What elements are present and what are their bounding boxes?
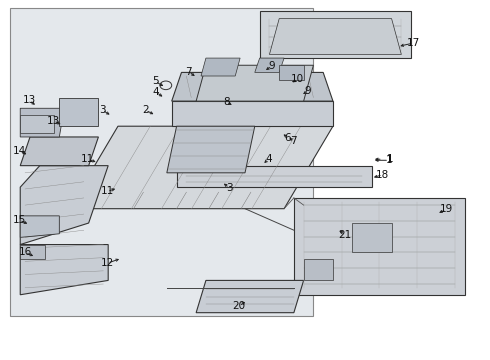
Polygon shape bbox=[20, 116, 54, 134]
FancyBboxPatch shape bbox=[10, 8, 314, 316]
Polygon shape bbox=[255, 58, 284, 72]
Text: 14: 14 bbox=[13, 145, 26, 156]
Text: 16: 16 bbox=[19, 247, 32, 257]
Text: 7: 7 bbox=[291, 136, 297, 146]
Polygon shape bbox=[201, 58, 240, 76]
Text: 11: 11 bbox=[100, 186, 114, 197]
Polygon shape bbox=[172, 101, 333, 126]
Text: 1: 1 bbox=[387, 154, 393, 164]
Text: 20: 20 bbox=[233, 301, 245, 311]
Text: 10: 10 bbox=[291, 74, 304, 84]
Polygon shape bbox=[167, 126, 255, 173]
Polygon shape bbox=[69, 126, 333, 209]
Polygon shape bbox=[196, 280, 304, 313]
Polygon shape bbox=[294, 198, 465, 295]
Text: 19: 19 bbox=[440, 204, 453, 215]
Text: 1: 1 bbox=[386, 155, 392, 165]
Text: 9: 9 bbox=[269, 61, 275, 71]
Text: 3: 3 bbox=[226, 183, 233, 193]
Text: 15: 15 bbox=[13, 215, 26, 225]
Text: 13: 13 bbox=[47, 116, 60, 126]
Polygon shape bbox=[172, 72, 333, 101]
Polygon shape bbox=[260, 12, 411, 58]
Text: 11: 11 bbox=[81, 154, 94, 164]
Polygon shape bbox=[20, 108, 64, 137]
Text: 18: 18 bbox=[376, 170, 390, 180]
Text: 2: 2 bbox=[142, 105, 148, 115]
Text: 21: 21 bbox=[339, 230, 352, 239]
Polygon shape bbox=[176, 166, 372, 187]
Text: 8: 8 bbox=[223, 97, 230, 107]
Polygon shape bbox=[20, 166, 108, 244]
Text: 6: 6 bbox=[285, 133, 292, 143]
Text: 13: 13 bbox=[23, 95, 36, 105]
Text: 4: 4 bbox=[153, 87, 159, 97]
Polygon shape bbox=[20, 244, 45, 259]
Polygon shape bbox=[270, 19, 401, 54]
Polygon shape bbox=[59, 98, 98, 126]
Text: 7: 7 bbox=[186, 67, 192, 77]
Polygon shape bbox=[20, 137, 98, 166]
Polygon shape bbox=[20, 216, 59, 237]
Text: 5: 5 bbox=[152, 76, 158, 86]
Text: 3: 3 bbox=[99, 105, 106, 115]
Polygon shape bbox=[279, 65, 304, 80]
Polygon shape bbox=[352, 223, 392, 252]
Text: 9: 9 bbox=[304, 86, 311, 96]
Text: 12: 12 bbox=[100, 258, 114, 268]
Polygon shape bbox=[304, 259, 333, 280]
Polygon shape bbox=[20, 244, 108, 295]
Text: 17: 17 bbox=[407, 38, 420, 48]
Polygon shape bbox=[196, 65, 314, 101]
Text: 4: 4 bbox=[265, 154, 272, 164]
